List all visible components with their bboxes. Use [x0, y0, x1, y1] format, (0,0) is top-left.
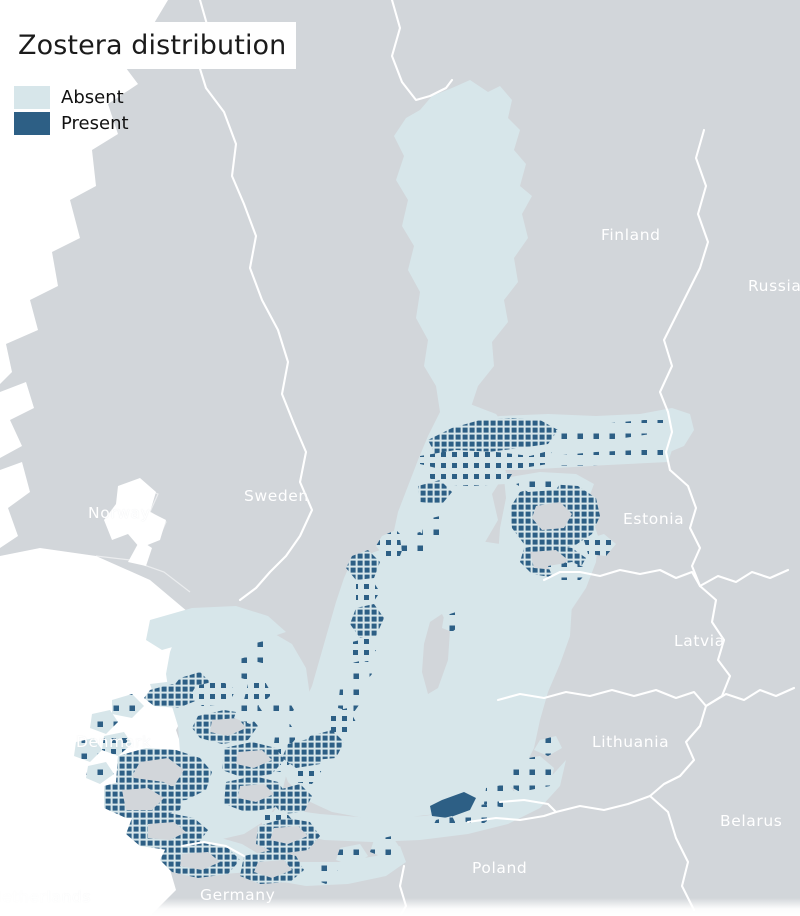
legend-item-absent: Absent — [14, 84, 129, 110]
page-title: Zostera distribution — [18, 30, 287, 61]
country-borders — [138, 0, 796, 916]
legend-swatch-absent — [14, 85, 50, 109]
legend-swatch-present — [14, 111, 50, 135]
legend-item-present: Present — [14, 110, 129, 136]
legend-label-absent: Absent — [61, 86, 124, 108]
presence-cells — [74, 418, 672, 884]
legend-label-present: Present — [61, 112, 129, 134]
coastline-accents — [95, 485, 191, 593]
title-banner: Zostera distribution — [0, 22, 296, 69]
legend: Absent Present — [14, 84, 129, 136]
